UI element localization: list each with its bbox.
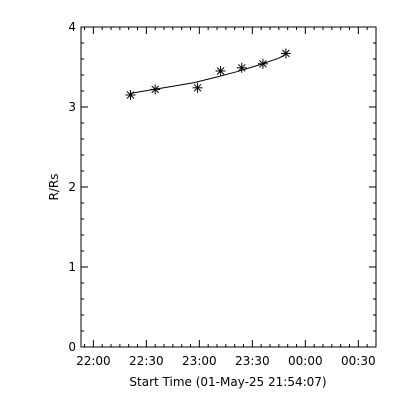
- x-tick-label: 22:30: [129, 354, 164, 368]
- y-tick-1: 1: [68, 260, 376, 274]
- data-point-3: [215, 66, 226, 76]
- x-tick-2: 23:00: [182, 27, 217, 368]
- y-axis: 0 1 2 3 4: [68, 20, 376, 354]
- data-point-0: [125, 90, 136, 100]
- x-tick-4: 00:00: [288, 27, 323, 368]
- x-tick-label: 00:00: [288, 354, 323, 368]
- data-point-2: [192, 82, 203, 93]
- y-tick-label: 1: [68, 260, 76, 274]
- y-tick-label: 0: [68, 340, 76, 354]
- y-tick-2: 2: [68, 180, 376, 194]
- x-tick-0: 22:00: [76, 27, 111, 368]
- y-tick-0: 0: [68, 340, 376, 354]
- data-point-1: [150, 84, 161, 95]
- x-tick-1: 22:30: [129, 27, 164, 368]
- x-tick-label: 22:00: [76, 354, 111, 368]
- fit-line: [130, 53, 287, 94]
- x-tick-label: 23:30: [235, 354, 270, 368]
- y-tick-label: 2: [68, 180, 76, 194]
- y-tick-4: 4: [68, 20, 376, 34]
- y-tick-3: 3: [68, 100, 376, 114]
- x-tick-label: 00:30: [341, 354, 376, 368]
- data-point-4: [236, 62, 247, 73]
- y-tick-label: 3: [68, 100, 76, 114]
- data-point-5: [257, 58, 268, 69]
- y-axis-title: R/Rs: [47, 174, 61, 201]
- data-point-6: [280, 48, 291, 59]
- x-tick-5: 00:30: [341, 27, 376, 368]
- y-tick-label: 4: [68, 20, 76, 34]
- x-tick-label: 23:00: [182, 354, 217, 368]
- data-points: [125, 48, 291, 100]
- plot-frame: [80, 26, 377, 348]
- x-axis-title: Start Time (01-May-25 21:54:07): [129, 375, 326, 389]
- x-axis: 22:00 22:30 23:00 23:30 00:00 00:30: [76, 27, 377, 368]
- x-tick-3: 23:30: [235, 27, 270, 368]
